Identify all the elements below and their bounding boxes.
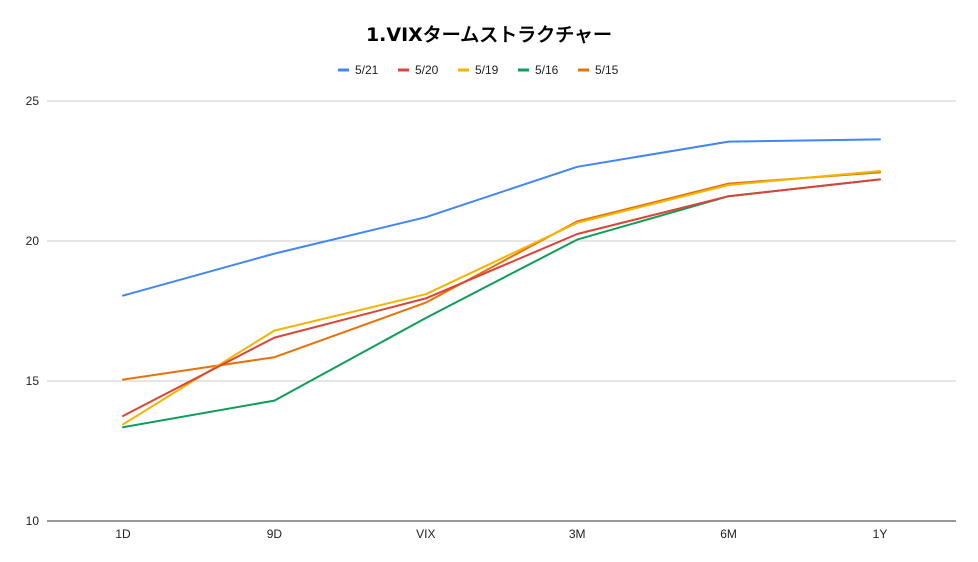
chart-title: 1.VIXタームストラクチャー: [366, 24, 612, 46]
y-tick-label: 20: [26, 234, 40, 248]
series-line-5-15: [122, 171, 881, 381]
x-tick-label: 6M: [720, 527, 737, 541]
legend-label: 5/15: [595, 63, 619, 77]
y-tick-label: 15: [26, 374, 40, 388]
legend-item: 5/21: [338, 63, 379, 77]
x-tick-label: 3M: [569, 527, 586, 541]
x-tick-label: 1D: [115, 527, 131, 541]
y-tick-label: 25: [26, 94, 40, 108]
legend: 5/21 5/20 5/19 5/16 5/15: [338, 63, 619, 77]
x-tick-label: VIX: [416, 527, 435, 541]
x-tick-label: 1Y: [873, 527, 888, 541]
y-axis-tick-labels: 10 15 20 25: [26, 94, 40, 528]
gridlines: [47, 100, 956, 522]
series-line-5-21: [122, 138, 881, 297]
legend-item: 5/16: [518, 63, 559, 77]
legend-label: 5/21: [355, 63, 379, 77]
series-line-5-19: [122, 170, 881, 426]
legend-item: 5/15: [578, 63, 619, 77]
legend-label: 5/19: [475, 63, 499, 77]
x-tick-label: 9D: [267, 527, 283, 541]
legend-label: 5/16: [535, 63, 559, 77]
x-axis-tick-labels: 1D 9D VIX 3M 6M 1Y: [115, 527, 887, 541]
legend-label: 5/20: [415, 63, 439, 77]
legend-item: 5/20: [398, 63, 439, 77]
series-line-5-20: [122, 178, 881, 417]
y-tick-label: 10: [26, 514, 40, 528]
series-line-5-16: [122, 178, 881, 429]
legend-item: 5/19: [458, 63, 499, 77]
series-lines: [122, 138, 881, 429]
